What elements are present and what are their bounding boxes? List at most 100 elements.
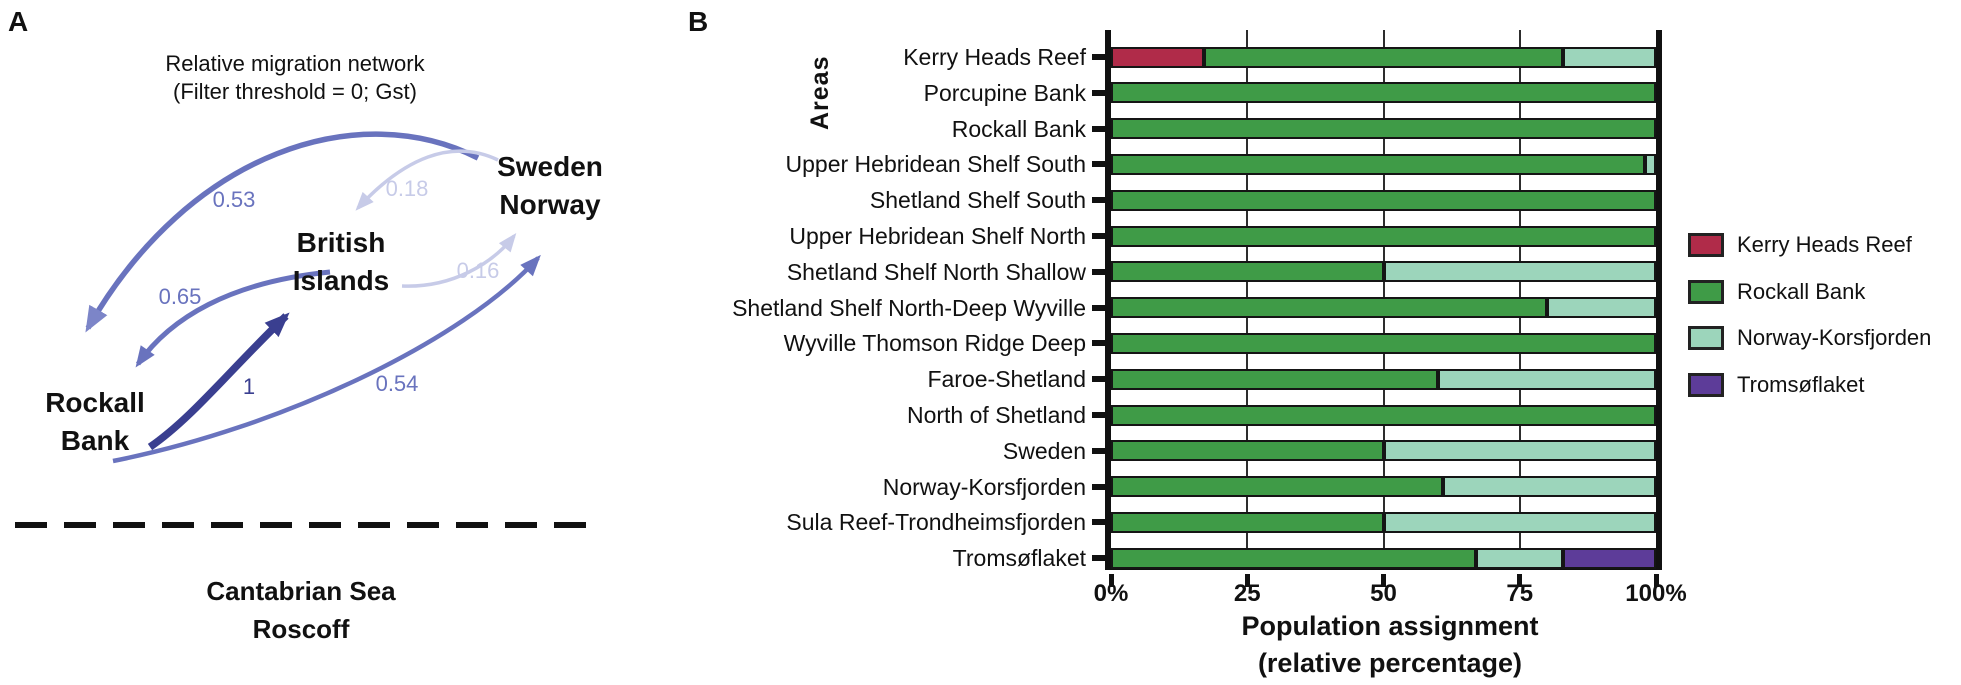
node-rockall-bank-line1: Rockall <box>45 387 145 418</box>
legend-swatch <box>1688 372 1724 397</box>
category-label: Upper Hebridean Shelf North <box>789 223 1086 249</box>
bar-segment-norway-korsfjorden <box>1476 547 1564 569</box>
bar-segment-rockall-bank <box>1111 440 1384 462</box>
bar-row <box>1111 440 1656 462</box>
edge-sweden-to-british <box>355 149 499 211</box>
x-tick-label: 25 <box>1233 580 1261 607</box>
panel-b-label: B <box>688 6 709 37</box>
bar-segment-rockall-bank <box>1111 511 1384 533</box>
gridline-75 <box>1518 30 1521 564</box>
legend-item: Rockall Bank <box>1688 277 1865 307</box>
legend-swatch <box>1688 233 1724 257</box>
category-label: Rockall Bank <box>951 115 1086 142</box>
y-tick <box>1092 555 1106 562</box>
category-label: Shetland Shelf South <box>869 187 1086 214</box>
x-tick <box>1653 574 1659 587</box>
legend-item: Tromsøflaket <box>1688 370 1865 400</box>
legend-label: Kerry Heads Reef <box>1737 232 1912 257</box>
bar-segment-norway-korsfjorden <box>1383 261 1656 283</box>
node-rockall-bank-line2: Bank <box>60 425 130 456</box>
category-label: Tromsøflaket <box>952 545 1086 572</box>
edge-weight-0.18: 0.18 <box>385 176 429 201</box>
bar-row <box>1111 368 1656 390</box>
bar-row <box>1111 46 1656 68</box>
y-tick <box>1092 340 1106 347</box>
y-tick <box>1092 54 1106 60</box>
bar-row <box>1111 225 1656 247</box>
y-tick <box>1092 268 1106 275</box>
x-tick-label: 75 <box>1506 580 1534 607</box>
legend-label: Norway-Korsfjorden <box>1737 325 1932 350</box>
category-label: North of Shetland <box>906 402 1086 428</box>
bar-segment-kerry-heads-reef <box>1111 46 1204 68</box>
category-label: Norway-Korsfjorden <box>882 473 1086 500</box>
bar-segment-rockall-bank <box>1111 404 1656 426</box>
node-british-islands-line2: Islands <box>292 265 390 296</box>
outgroup-line2: Roscoff <box>252 614 350 644</box>
bar-segment-rockall-bank <box>1111 332 1656 354</box>
outgroup-line1: Cantabrian Sea <box>206 576 396 606</box>
bar-row <box>1111 511 1656 533</box>
edge-british-to-sweden <box>401 233 517 288</box>
legend-item: Kerry Heads Reef <box>1688 230 1912 260</box>
y-tick <box>1092 483 1106 490</box>
bar-segment-rockall-bank <box>1111 297 1547 319</box>
category-label: Upper Hebridean Shelf South <box>785 151 1086 178</box>
x-tick-label: 0% <box>1093 580 1129 607</box>
x-tick-label: 50 <box>1370 580 1397 607</box>
outgroup-separator <box>15 522 587 528</box>
plot-area <box>1105 30 1662 570</box>
bar-segment-rockall-bank <box>1111 547 1477 569</box>
y-tick <box>1092 89 1106 96</box>
bar-segment-rockall-bank <box>1111 225 1656 247</box>
node-british-islands: British Islands <box>293 224 389 300</box>
bar-segment-rockall-bank <box>1203 46 1564 68</box>
bar-segment-norway-korsfjorden <box>1563 46 1656 68</box>
bar-row <box>1111 153 1656 175</box>
bar-row <box>1111 82 1656 104</box>
edge-rockall-to-british <box>147 312 290 451</box>
edge-weight-1: 1 <box>242 374 256 399</box>
y-tick <box>1092 197 1106 204</box>
y-tick <box>1092 376 1106 383</box>
bar-segment-norway-korsfjorden <box>1438 368 1656 390</box>
x-tick <box>1381 574 1386 587</box>
legend-label: Rockall Bank <box>1737 278 1866 304</box>
x-axis-title-line2: (relative percentage) <box>1257 648 1523 678</box>
migration-network-arrows <box>85 131 541 464</box>
category-label: Faroe-Shetland <box>927 366 1086 393</box>
node-sweden-norway: Sweden Norway <box>497 148 603 224</box>
y-tick <box>1092 161 1106 168</box>
edge-weight-0.16: 0.16 <box>456 258 500 283</box>
bar-row <box>1111 118 1656 140</box>
bar-segment-norway-korsfjorden <box>1645 153 1656 175</box>
bar-segment-rockall-bank <box>1111 82 1656 104</box>
x-axis-title-line1: Population assignment <box>1241 611 1539 641</box>
edge-sweden-to-rockall <box>85 131 480 333</box>
bar-row <box>1111 332 1656 354</box>
bar-segment-troms-flaket <box>1563 547 1656 569</box>
y-tick <box>1092 125 1106 132</box>
category-label: Kerry Heads Reef <box>903 44 1086 70</box>
x-tick <box>1517 574 1523 587</box>
x-tick-label: 100% <box>1625 580 1687 607</box>
bar-segment-rockall-bank <box>1111 261 1384 283</box>
category-label: Shetland Shelf North-Deep Wyville <box>732 294 1086 321</box>
x-tick <box>1108 574 1114 587</box>
gridline-50 <box>1382 30 1385 564</box>
node-sweden-norway-line1: Sweden <box>497 151 603 182</box>
legend-swatch <box>1688 326 1724 350</box>
y-tick <box>1092 519 1106 526</box>
bar-segment-rockall-bank <box>1111 189 1656 211</box>
legend-swatch <box>1688 279 1724 304</box>
bar-segment-rockall-bank <box>1111 368 1438 390</box>
bar-segment-norway-korsfjorden <box>1383 440 1656 462</box>
network-title-line2: (Filter threshold = 0; Gst) <box>173 79 417 104</box>
node-rockall-bank: Rockall Bank <box>45 384 145 460</box>
node-british-islands-line1: British <box>296 227 386 258</box>
bar-row <box>1111 261 1656 283</box>
y-tick <box>1092 304 1106 311</box>
bar-segment-rockall-bank <box>1111 476 1444 498</box>
network-title-line1: Relative migration network <box>165 51 425 76</box>
bar-segment-norway-korsfjorden <box>1383 511 1656 533</box>
